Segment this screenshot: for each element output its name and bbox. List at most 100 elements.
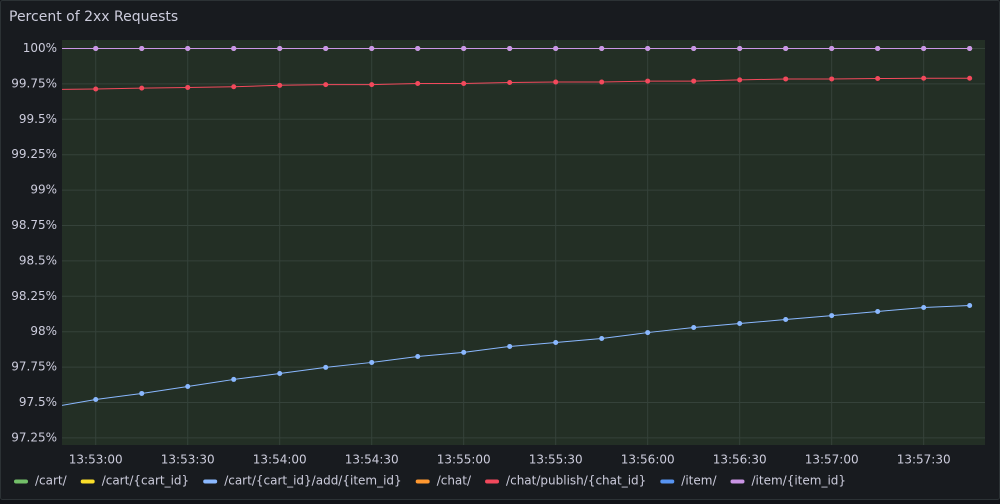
- data-point: [829, 313, 835, 319]
- data-point: [369, 45, 375, 51]
- data-point: [645, 45, 651, 51]
- data-point: [875, 76, 881, 82]
- x-tick-label: 13:57:30: [897, 453, 951, 467]
- chart-title: Percent of 2xx Requests: [9, 9, 178, 25]
- legend-swatch: [660, 479, 675, 484]
- data-point: [599, 336, 605, 342]
- data-point: [323, 82, 329, 88]
- data-point: [783, 317, 789, 323]
- data-point: [829, 45, 835, 51]
- y-tick-label: 98.75%: [11, 218, 57, 232]
- data-point: [691, 78, 697, 84]
- data-point: [645, 330, 651, 336]
- data-point: [369, 82, 375, 88]
- legend-label: /cart/{cart_id}: [102, 474, 190, 488]
- data-point: [185, 384, 191, 390]
- y-tick-label: 97.5%: [19, 395, 57, 409]
- data-point: [599, 45, 605, 51]
- data-point: [783, 76, 789, 82]
- legend-swatch: [80, 479, 95, 484]
- data-point: [691, 45, 697, 51]
- legend-label: /cart/: [35, 474, 68, 488]
- data-point: [415, 353, 421, 359]
- legend-swatch: [14, 479, 28, 484]
- data-point: [139, 45, 145, 51]
- data-point: [921, 304, 927, 310]
- data-point: [967, 45, 973, 51]
- legend-label: /item/: [681, 474, 717, 488]
- data-point: [737, 77, 743, 83]
- data-point: [967, 75, 973, 81]
- data-point: [507, 79, 513, 85]
- x-tick-label: 13:53:30: [161, 453, 215, 467]
- legend-label: /chat/: [437, 474, 472, 488]
- x-tick-label: 13:54:30: [345, 453, 399, 467]
- data-point: [783, 45, 789, 51]
- y-tick-label: 100%: [23, 41, 57, 55]
- data-point: [231, 376, 237, 382]
- legend-swatch: [415, 479, 430, 484]
- data-point: [277, 45, 283, 51]
- data-point: [93, 45, 99, 51]
- x-tick-label: 13:55:00: [437, 453, 491, 467]
- data-point: [415, 80, 421, 86]
- data-point: [737, 45, 743, 51]
- y-tick-label: 99.75%: [11, 76, 57, 90]
- data-point: [139, 85, 145, 91]
- data-point: [231, 45, 237, 51]
- data-point: [599, 79, 605, 85]
- y-tick-label: 97.75%: [11, 360, 57, 374]
- data-point: [553, 45, 559, 51]
- x-tick-label: 13:56:00: [621, 453, 675, 467]
- y-tick-label: 98%: [30, 324, 57, 338]
- x-tick-label: 13:55:30: [529, 453, 583, 467]
- data-point: [737, 321, 743, 326]
- data-point: [139, 390, 145, 396]
- legend-swatch: [485, 479, 500, 484]
- data-point: [921, 45, 927, 51]
- data-point: [507, 343, 513, 349]
- data-point: [829, 76, 835, 82]
- legend-label: /chat/publish/{chat_id}: [506, 474, 646, 488]
- y-tick-label: 98.25%: [11, 289, 57, 303]
- legend-swatch: [730, 479, 745, 484]
- y-tick-label: 99%: [30, 183, 57, 197]
- data-point: [277, 82, 283, 88]
- data-point: [461, 349, 467, 355]
- data-point: [553, 339, 559, 345]
- x-tick-label: 13:56:30: [713, 453, 767, 467]
- data-point: [645, 78, 651, 84]
- data-point: [185, 45, 191, 51]
- series-layer: [62, 45, 973, 406]
- data-point: [875, 308, 881, 314]
- y-tick-label: 99.25%: [11, 147, 57, 161]
- data-point: [277, 370, 283, 376]
- x-tick-label: 13:54:00: [253, 453, 307, 467]
- data-point: [553, 79, 559, 85]
- data-point: [461, 80, 467, 86]
- data-point: [415, 45, 421, 51]
- data-point: [323, 364, 329, 370]
- legend-label: /cart/{cart_id}/add/{item_id}: [224, 474, 402, 488]
- legend-swatch: [203, 479, 218, 484]
- y-tick-label: 98.5%: [19, 253, 57, 267]
- data-point: [93, 397, 99, 403]
- data-point: [691, 324, 697, 330]
- data-point: [967, 303, 973, 309]
- data-point: [921, 75, 927, 81]
- legend: /cart/ /cart/{cart_id} /cart/{cart_id}/add…: [14, 474, 846, 488]
- data-point: [231, 84, 237, 90]
- data-point: [323, 45, 329, 51]
- data-point: [875, 45, 881, 51]
- legend-label: /item/{item_id}: [752, 474, 847, 488]
- x-tick-label: 13:53:00: [69, 453, 123, 467]
- y-tick-label: 97.25%: [11, 430, 57, 444]
- data-point: [369, 359, 375, 365]
- data-point: [507, 45, 513, 51]
- x-tick-label: 13:57:00: [805, 453, 859, 467]
- data-point: [185, 84, 191, 90]
- y-tick-label: 99.5%: [19, 112, 57, 126]
- data-point: [461, 45, 467, 51]
- plot-background: [62, 40, 985, 445]
